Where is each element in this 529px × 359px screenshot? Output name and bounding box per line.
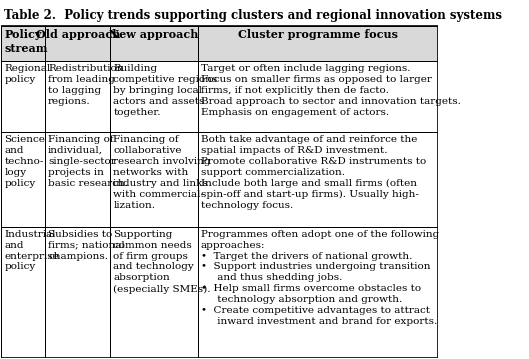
Text: New approach: New approach xyxy=(110,29,199,40)
Text: Science
and
techno-
logy
policy: Science and techno- logy policy xyxy=(4,135,45,188)
Bar xyxy=(45,132,111,227)
Bar xyxy=(198,227,437,358)
Text: Target or often include lagging regions.
Focus on smaller firms as opposed to la: Target or often include lagging regions.… xyxy=(200,64,461,117)
Bar xyxy=(2,132,45,227)
Text: Regional
policy: Regional policy xyxy=(4,64,51,84)
Text: Subsidies to
firms; national
champions.: Subsidies to firms; national champions. xyxy=(48,230,125,261)
Bar xyxy=(2,61,45,132)
Bar xyxy=(45,61,111,132)
Text: Industrial
and
enterprise
policy: Industrial and enterprise policy xyxy=(4,230,59,271)
Text: Both take advantage of and reinforce the
spatial impacts of R&D investment.
Prom: Both take advantage of and reinforce the… xyxy=(200,135,426,210)
Bar xyxy=(111,26,198,61)
Text: Building
competitive regions
by bringing local
actors and assets
together.: Building competitive regions by bringing… xyxy=(114,64,218,117)
Text: Financing of
individual,
single-sector
projects in
basic research.: Financing of individual, single-sector p… xyxy=(48,135,128,188)
Bar xyxy=(45,26,111,61)
Bar xyxy=(198,26,437,61)
Text: Old approach: Old approach xyxy=(35,29,120,40)
Bar xyxy=(111,26,198,61)
Text: Policy
stream: Policy stream xyxy=(4,29,48,54)
Bar xyxy=(198,61,437,132)
Bar xyxy=(198,26,437,61)
Bar xyxy=(111,227,198,358)
Bar xyxy=(2,227,45,358)
Text: Cluster programme focus: Cluster programme focus xyxy=(238,29,398,40)
Bar xyxy=(111,132,198,227)
Bar xyxy=(45,26,111,61)
Bar xyxy=(198,132,437,227)
Bar xyxy=(2,26,45,61)
Bar xyxy=(45,227,111,358)
Bar xyxy=(2,26,45,61)
Text: Programmes often adopt one of the following
approaches:
•  Target the drivers of: Programmes often adopt one of the follow… xyxy=(200,230,439,326)
Text: Financing of
collaborative
research involving
networks with
industry and links
w: Financing of collaborative research invo… xyxy=(114,135,211,210)
Bar xyxy=(111,61,198,132)
Text: Supporting
common needs
of firm groups
and technology
absorption
(especially SME: Supporting common needs of firm groups a… xyxy=(114,230,211,294)
Text: Redistribution
from leading
to lagging
regions.: Redistribution from leading to lagging r… xyxy=(48,64,124,106)
Text: Table 2.  Policy trends supporting clusters and regional innovation systems: Table 2. Policy trends supporting cluste… xyxy=(4,9,501,22)
